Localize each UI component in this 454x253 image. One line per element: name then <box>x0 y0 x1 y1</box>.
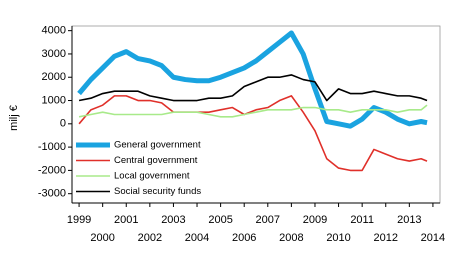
y-tick-label: -1000 <box>38 141 66 153</box>
x-tick-label: 1999 <box>67 214 91 226</box>
y-tick-label: 2000 <box>42 71 66 83</box>
series-line <box>78 95 428 172</box>
x-tick-label: 2003 <box>161 214 185 226</box>
x-tick-label: 2013 <box>397 214 421 226</box>
legend-label: Local government <box>114 171 190 182</box>
legend-label: General government <box>114 140 201 151</box>
series-line <box>78 74 428 102</box>
series-line <box>78 104 428 118</box>
y-axis-label: milj € <box>8 105 20 131</box>
y-tick-label: 0 <box>60 118 66 130</box>
y-tick-label: 3000 <box>42 48 66 60</box>
y-tick-label: -2000 <box>38 164 66 176</box>
legend-label: Social security funds <box>114 186 201 197</box>
x-tick-label: 2010 <box>326 232 350 244</box>
x-tick-label: 2014 <box>421 232 445 244</box>
x-tick-label: 2009 <box>303 214 327 226</box>
series-line <box>77 30 428 129</box>
x-tick-label: 2006 <box>232 232 256 244</box>
x-tick-label: 2002 <box>138 232 162 244</box>
x-tick-label: 2011 <box>350 214 374 226</box>
x-tick-label: 2004 <box>185 232 209 244</box>
x-tick-label: 2005 <box>208 214 232 226</box>
y-tick-label: 4000 <box>42 25 66 37</box>
x-tick-label: 2000 <box>90 232 114 244</box>
y-tick-label: -3000 <box>38 188 66 200</box>
x-tick-label: 2001 <box>114 214 138 226</box>
x-tick-label: 2012 <box>374 232 398 244</box>
x-tick-label: 2007 <box>256 214 280 226</box>
legend: General government Central government Loca… <box>76 140 201 197</box>
legend-label: Central government <box>114 155 198 166</box>
x-tick-label: 2008 <box>279 232 303 244</box>
y-tick-label: 1000 <box>42 94 66 106</box>
